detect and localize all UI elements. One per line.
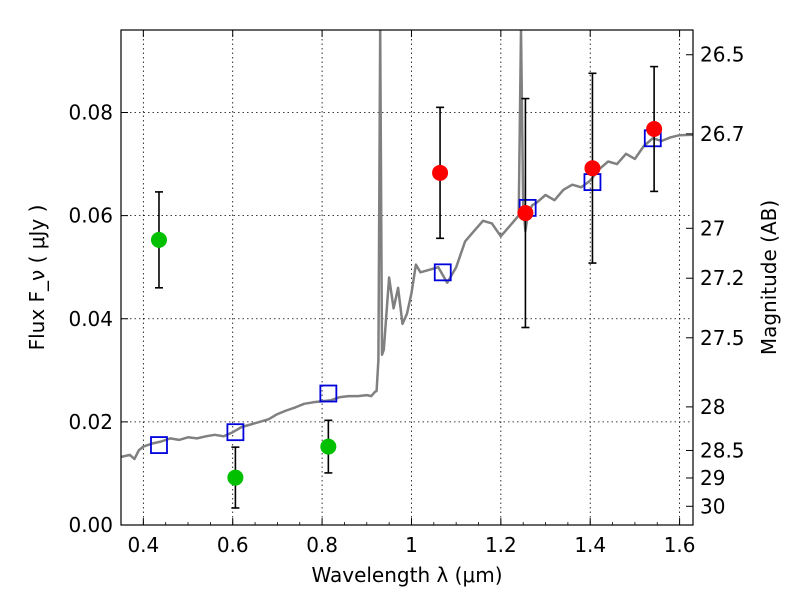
y-tick-label: 0.08: [68, 101, 113, 125]
mag-tick-label: 26.7: [700, 122, 745, 146]
mag-tick-label: 28: [700, 395, 725, 419]
y-tick-label: 0.00: [68, 513, 113, 537]
x-tick-label: 0.4: [127, 533, 159, 557]
model-photometry-square: [226, 423, 245, 442]
observed-point-green: [150, 231, 167, 248]
mag-tick-label: 30: [700, 494, 725, 518]
x-tick-label: 0.6: [217, 533, 249, 557]
observed-point-green: [227, 469, 244, 486]
x-tick-label: 1.6: [664, 533, 696, 557]
mag-tick-label: 27.2: [700, 266, 745, 290]
model-spectrum-line: [121, 30, 693, 461]
tick-labels: 0.4 0.6 0.8 1 1.2 1.4 1.6 0.00 0.02 0.04 0.06 0.08 2…: [68, 43, 744, 557]
mag-tick-label: 27: [700, 216, 725, 240]
y-tick-label: 0.02: [68, 410, 113, 434]
observed-point-red: [517, 205, 534, 222]
plot-frame: [120, 29, 694, 526]
y-tick-label: 0.04: [68, 307, 113, 331]
mag-tick-label: 28.5: [700, 438, 745, 462]
axis-ticks: [120, 30, 693, 526]
model-photometry-square: [319, 384, 338, 403]
x-axis-label: Wavelength λ (μm): [311, 563, 502, 587]
mag-tick-label: 26.5: [700, 43, 745, 67]
y2-axis-label: Magnitude (AB): [757, 200, 781, 355]
observed-point-red: [584, 160, 601, 177]
model-photometry-square: [433, 263, 452, 282]
y-axis-label: Flux F_ν ( μJy ): [25, 205, 49, 351]
grid-lines: [121, 30, 693, 526]
mag-tick-label: 27.5: [700, 326, 745, 350]
observed-point-red: [646, 121, 663, 137]
plot-area: [121, 30, 693, 509]
y-tick-label: 0.06: [68, 204, 113, 228]
x-tick-label: 1.4: [574, 533, 606, 557]
series-group: [121, 30, 693, 509]
x-tick-label: 1.2: [485, 533, 517, 557]
model-photometry-square: [150, 436, 168, 454]
observed-point-red: [432, 164, 449, 181]
x-tick-label: 1: [405, 533, 418, 557]
mag-tick-label: 29: [700, 466, 725, 490]
observed-point-green: [320, 438, 337, 455]
x-tick-label: 0.8: [306, 533, 338, 557]
